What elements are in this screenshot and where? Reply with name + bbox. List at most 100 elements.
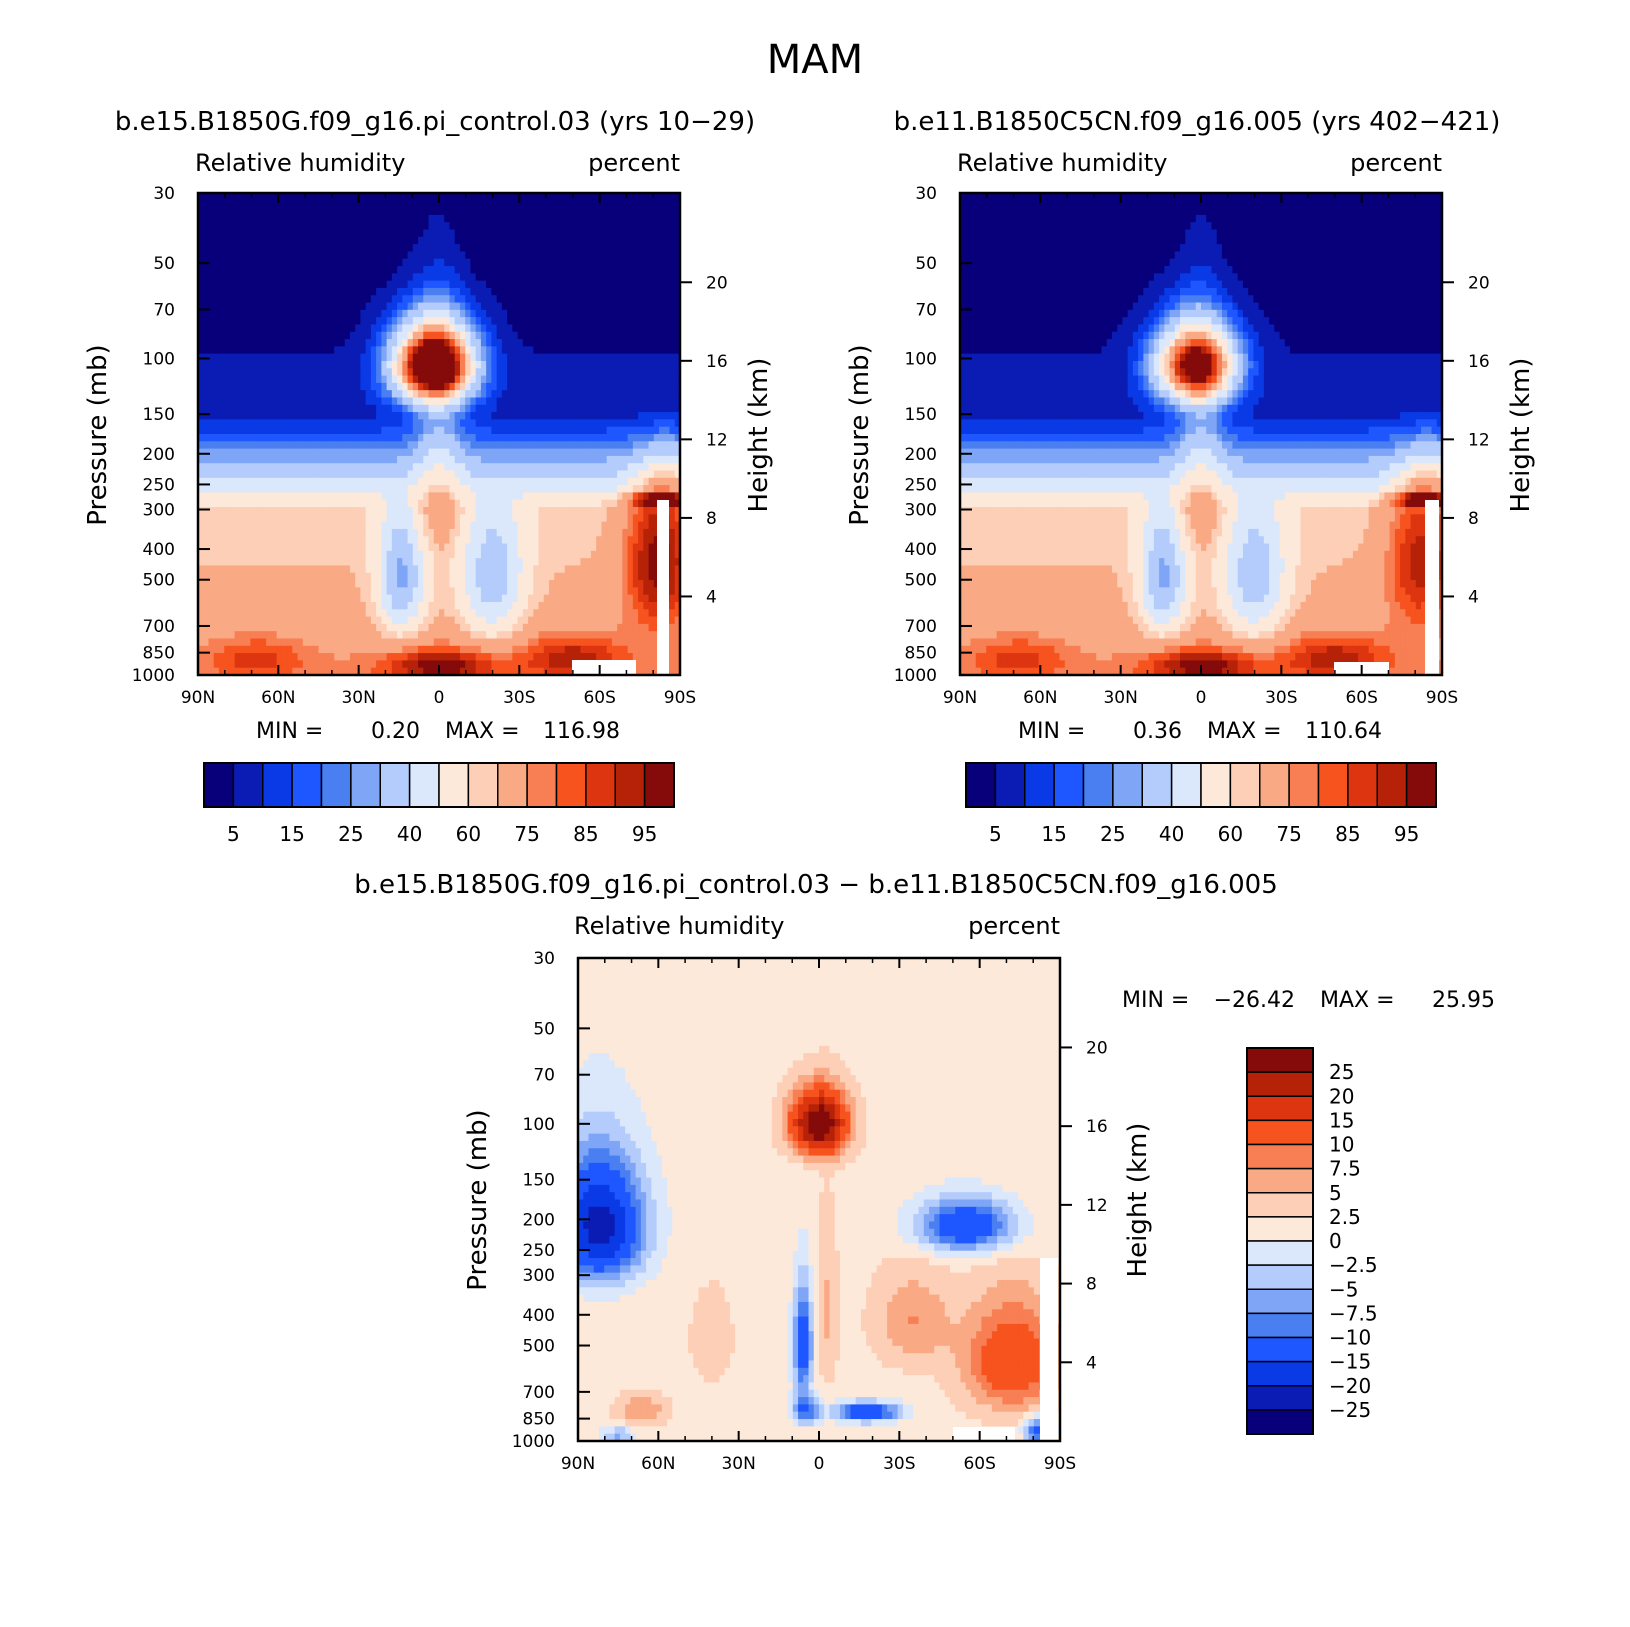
contour-cell (234, 426, 241, 435)
contour-cell (302, 200, 309, 209)
contour-cell (297, 499, 304, 508)
contour-cell (339, 236, 346, 245)
contour-cell (428, 565, 435, 574)
contour-cell (617, 514, 623, 523)
contour-cell (234, 266, 241, 274)
contour-cell (486, 572, 492, 581)
contour-cell (276, 426, 283, 435)
contour-cell (224, 565, 231, 574)
contour-cell (475, 251, 482, 260)
contour-cell (213, 244, 220, 253)
contour-cell (444, 244, 451, 253)
contour-cell (496, 390, 503, 399)
contour-cell (260, 470, 267, 479)
contour-cell (475, 309, 482, 318)
contour-cell (224, 280, 231, 289)
contour-cell (638, 200, 644, 209)
contour-cell (376, 214, 382, 223)
contour-cell (549, 266, 555, 274)
contour-cell (638, 258, 644, 267)
contour-cell (318, 382, 325, 391)
contour-cell (632, 499, 639, 508)
contour-cell (287, 280, 293, 289)
contour-cell (245, 302, 251, 311)
contour-cell (360, 244, 367, 253)
contour-cell (418, 426, 424, 435)
contour-cell (266, 455, 272, 464)
contour-cell (229, 295, 236, 304)
contour-cell (580, 434, 587, 442)
contour-cell (465, 536, 472, 545)
contour-cell (611, 229, 618, 238)
contour-cell (397, 477, 403, 486)
contour-cell (454, 441, 461, 450)
contour-cell (391, 470, 398, 479)
contour-cell (674, 229, 681, 238)
contour-cell (528, 353, 534, 362)
contour-cell (418, 448, 424, 457)
contour-cell (528, 426, 534, 435)
contour-cell (297, 317, 304, 326)
contour-cell (239, 514, 246, 523)
contour-cell (376, 222, 382, 231)
contour-cell (475, 346, 482, 355)
contour-cell (596, 302, 603, 311)
contour-cell (407, 426, 414, 435)
contour-cell (313, 331, 320, 340)
contour-cell (376, 434, 382, 442)
contour-cell (428, 266, 435, 274)
contour-cell (622, 514, 629, 523)
contour-cell (459, 485, 466, 494)
contour-cell (590, 193, 597, 201)
contour-cell (648, 521, 655, 530)
contour-cell (376, 470, 382, 479)
contour-cell (664, 448, 671, 457)
contour-cell (659, 287, 665, 296)
contour-cell (648, 477, 655, 486)
contour-cell (554, 368, 561, 377)
contour-cell (391, 419, 398, 428)
contour-cell (208, 287, 215, 296)
contour-cell (397, 397, 403, 406)
contour-cell (433, 360, 440, 369)
contour-cell (255, 317, 262, 326)
contour-cell (507, 236, 513, 245)
contour-cell (334, 193, 341, 201)
contour-cell (522, 207, 529, 216)
contour-cell (564, 214, 571, 223)
contour-cell (423, 565, 430, 574)
contour-cell (381, 565, 388, 574)
contour-cell (554, 193, 561, 201)
contour-cell (538, 477, 545, 486)
contour-cell (596, 521, 603, 530)
contour-cell (386, 339, 393, 347)
contour-cell (585, 266, 592, 274)
contour-cell (543, 558, 550, 567)
contour-cell (669, 280, 676, 289)
contour-cell (344, 580, 351, 588)
contour-cell (533, 397, 540, 406)
contour-cell (381, 404, 388, 413)
contour-cell (218, 441, 225, 450)
contour-cell (318, 580, 325, 588)
contour-cell (349, 470, 356, 479)
contour-cell (271, 521, 278, 530)
contour-cell (412, 404, 419, 413)
contour-cell (260, 580, 267, 588)
contour-cell (302, 360, 309, 369)
contour-cell (528, 477, 534, 486)
contour-cell (334, 404, 341, 413)
contour-cell (428, 368, 435, 377)
contour-cell (664, 492, 671, 501)
contour-cell (271, 244, 278, 253)
contour-cell (501, 499, 508, 508)
contour-cell (465, 470, 472, 479)
contour-cell (334, 266, 341, 274)
contour-cell (239, 477, 246, 486)
contour-cell (297, 485, 304, 494)
contour-cell (569, 258, 576, 267)
contour-cell (653, 295, 660, 304)
contour-cell (486, 229, 492, 238)
contour-cell (234, 507, 241, 515)
contour-cell (276, 492, 283, 501)
